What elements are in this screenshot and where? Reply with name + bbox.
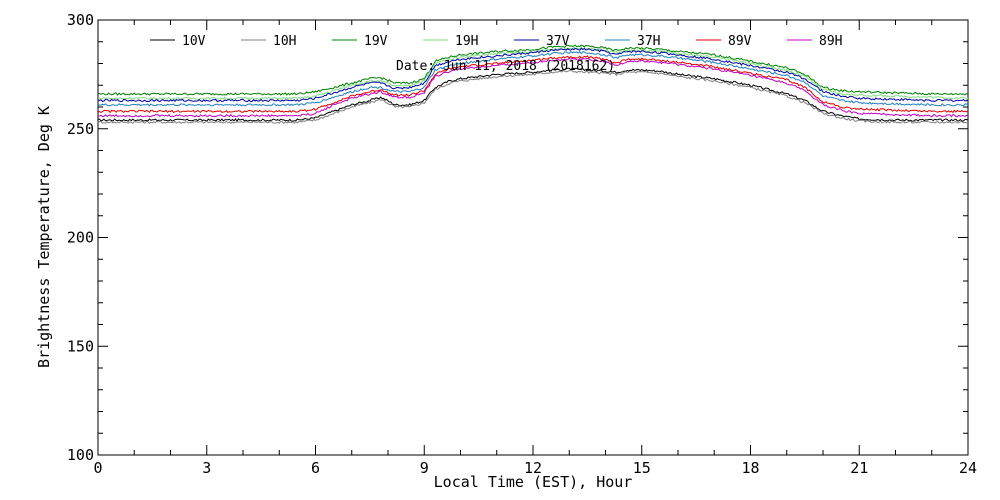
- axis-ticks: 0 3 6 9 12 15 18 21 24 100 150 200 250 300: [67, 11, 977, 477]
- x-axis-title: Local Time (EST), Hour: [434, 473, 633, 491]
- x-tick-label: 15: [633, 459, 651, 477]
- x-tick-label: 18: [741, 459, 759, 477]
- legend-label-37h: 37H: [637, 34, 660, 49]
- legend-label-89v: 89V: [728, 34, 752, 49]
- series-line-10h: [97, 69, 969, 124]
- legend-label-10h: 10H: [273, 34, 296, 49]
- series-line-19h: [97, 46, 969, 101]
- series-line-37v: [97, 47, 969, 103]
- x-tick-label: 12: [524, 459, 542, 477]
- series-lines: [97, 44, 969, 124]
- x-tick-label: 9: [420, 459, 429, 477]
- x-tick-label: 24: [959, 459, 977, 477]
- y-axis-title: Brightness Temperature, Deg K: [35, 106, 53, 368]
- y-tick-label: 100: [67, 446, 94, 464]
- plot-frame: [97, 19, 969, 456]
- legend-label-37v: 37V: [546, 34, 570, 49]
- series-line-19v: [97, 44, 969, 96]
- legend-label-10v: 10V: [182, 34, 206, 49]
- series-line-89v: [97, 55, 969, 114]
- series-line-37h: [97, 50, 969, 107]
- legend-label-19h: 19H: [455, 34, 478, 49]
- x-tick-label: 0: [93, 459, 102, 477]
- x-tick-label: 21: [850, 459, 868, 477]
- legend-label-89h: 89H: [819, 34, 842, 49]
- y-tick-label: 300: [67, 11, 94, 29]
- y-tick-label: 150: [67, 337, 94, 355]
- y-tick-label: 200: [67, 229, 94, 247]
- series-line-89h: [97, 57, 969, 118]
- x-tick-label: 6: [311, 459, 320, 477]
- date-annotation: Date: Jun 11, 2018 (2018162): [396, 59, 615, 74]
- y-tick-label: 250: [67, 120, 94, 138]
- legend-label-19v: 19V: [364, 34, 388, 49]
- x-tick-label: 3: [202, 459, 211, 477]
- legend: 10V 10H 19V 19H 37V 37H 89V 89H: [150, 34, 842, 49]
- series-line-10v: [97, 67, 969, 122]
